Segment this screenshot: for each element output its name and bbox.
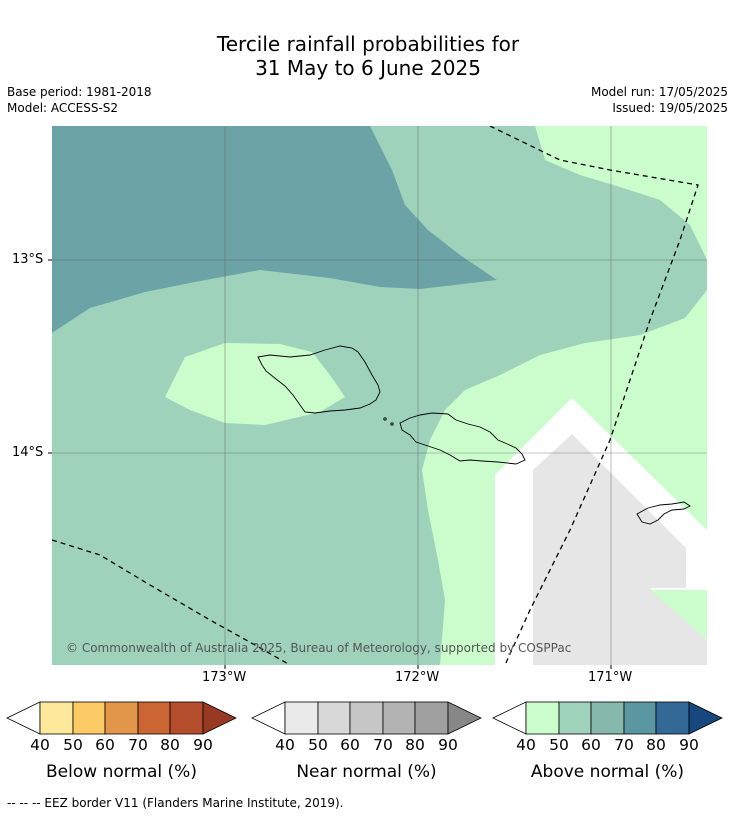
lon-label-171w: 171°W [588,670,633,685]
eez-border [52,126,699,665]
issued-date: Issued: 19/05/2025 [612,101,728,115]
tick-label: 90 [438,736,458,754]
zone-above-60-70 [52,126,497,333]
island-tutuila [636,501,691,525]
lat-label-14s: 14°S [12,445,44,460]
tick-label: 80 [646,736,666,754]
tick-label: 60 [581,736,601,754]
colorbar-below [6,701,237,735]
map-plot-area [52,126,707,665]
model-name: Model: ACCESS-S2 [7,101,119,115]
tick-label: 70 [128,736,148,754]
tick-label: 60 [95,736,115,754]
tick-label: 60 [340,736,360,754]
tick-label: 80 [405,736,425,754]
tick-label: 40 [30,736,50,754]
tick-label: 90 [679,736,699,754]
colorbar-near [251,701,482,735]
colorbar-above [492,701,723,735]
attribution: © Commonwealth of Australia 2025, Bureau… [66,641,572,655]
base-period: Base period: 1981-2018 [7,85,152,99]
colorbar-above-label: Above normal (%) [530,762,685,782]
zone-near-40-50 [533,434,707,665]
tick-label: 90 [193,736,213,754]
graticule [52,126,707,665]
tick-label: 50 [63,736,83,754]
colorbar-below-label: Below normal (%) [46,762,197,782]
tick-label: 80 [160,736,180,754]
map-title-line1: Tercile rainfall probabilities for [216,32,520,56]
tick-label: 50 [308,736,328,754]
tick-label: 40 [275,736,295,754]
meta-right: Model run: 17/05/2025 Issued: 19/05/2025 [591,84,728,116]
lon-label-173w: 173°W [202,670,247,685]
model-run: Model run: 17/05/2025 [590,85,728,99]
lat-label-13s: 13°S [12,252,44,267]
tick-label: 50 [549,736,569,754]
footnote: -- -- -- EEZ border V11 (Flanders Marine… [7,796,344,810]
island-savaii [257,345,381,414]
tick-label: 70 [373,736,393,754]
axis-ticks [48,259,612,669]
tick-label: 40 [516,736,536,754]
lon-label-172w: 172°W [395,670,440,685]
colorbar-near-label: Near normal (%) [296,762,437,782]
islands [257,345,691,525]
island-upolu [399,412,526,465]
zone-above-40-50-ne [535,126,707,260]
tick-label: 70 [614,736,634,754]
zone-above-notch [650,590,707,640]
meta-left: Base period: 1981-2018 Model: ACCESS-S2 [7,84,152,116]
map-title-line2: 31 May to 6 June 2025 [255,56,481,80]
